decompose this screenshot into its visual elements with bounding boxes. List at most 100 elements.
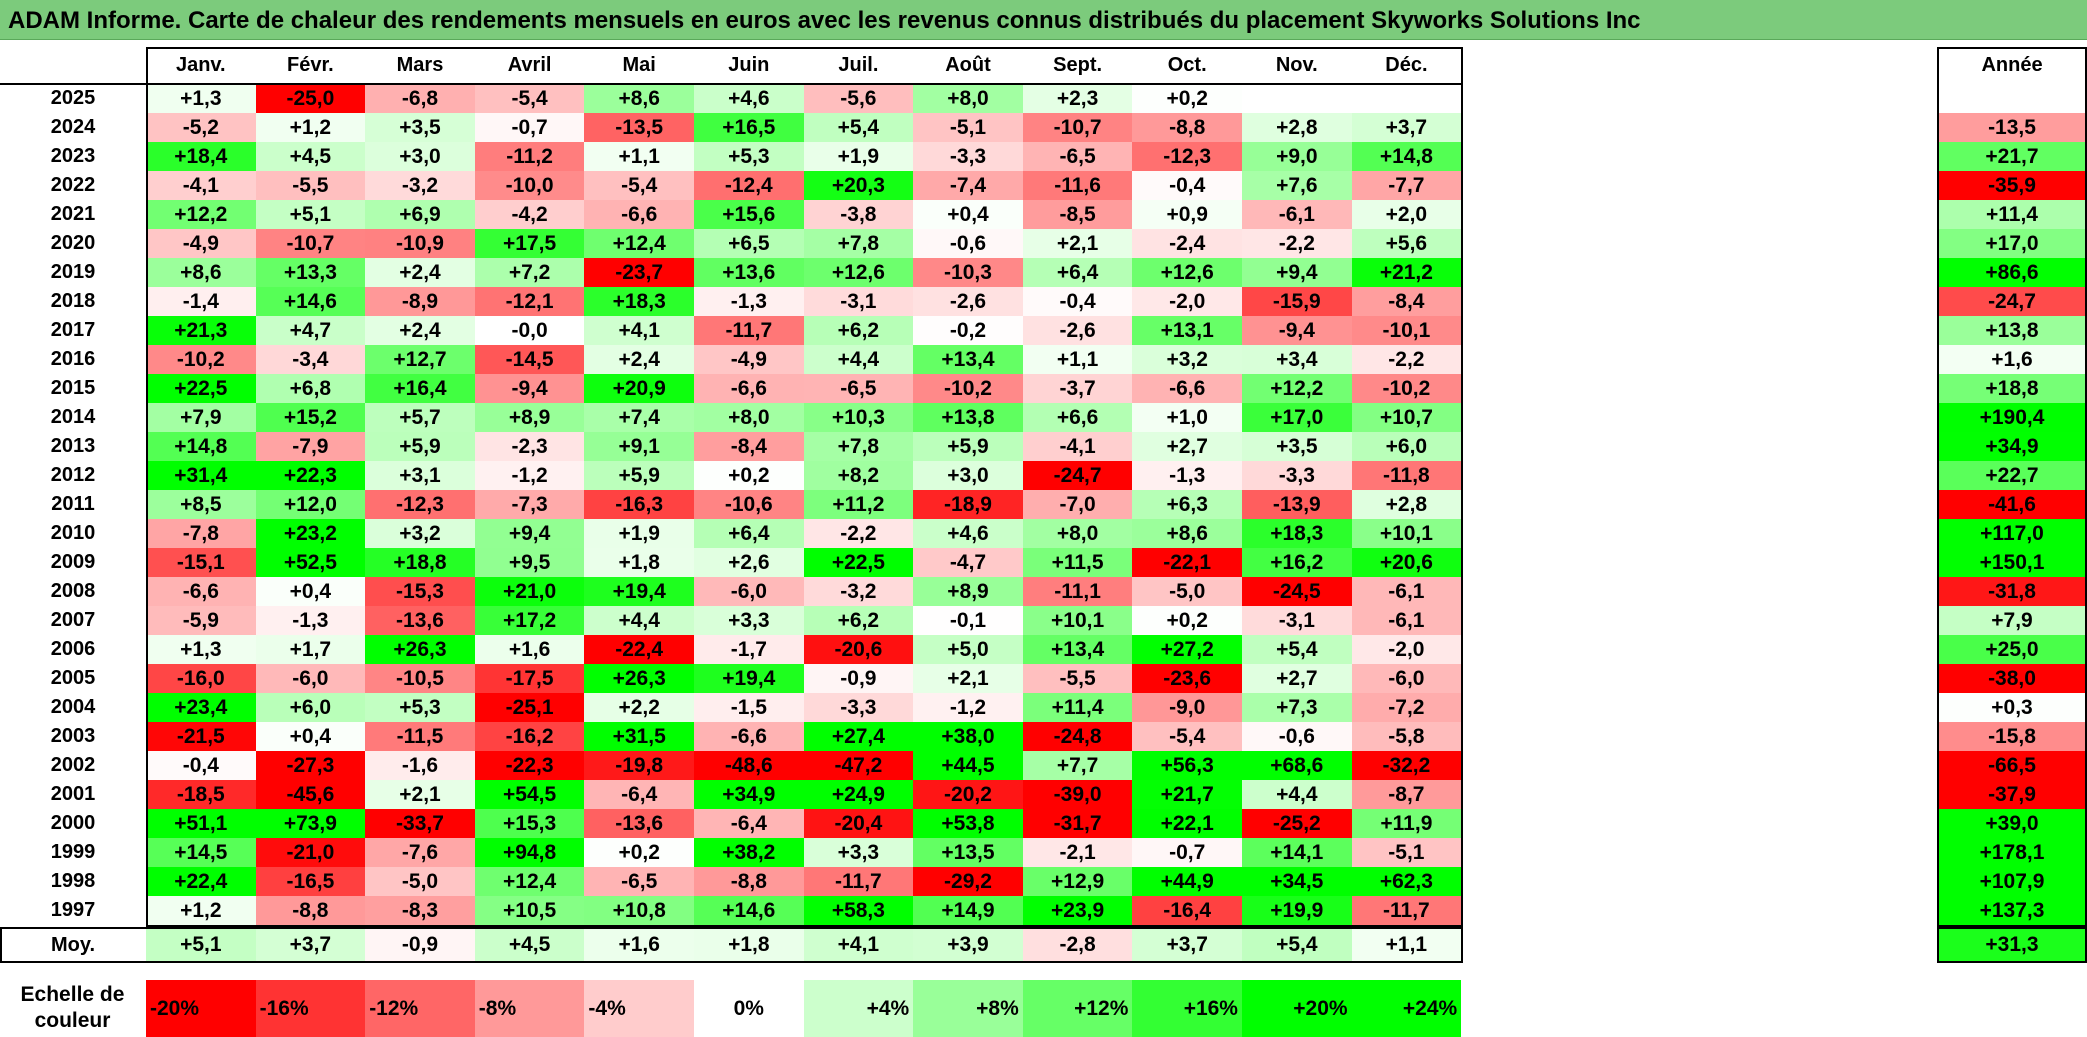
heatmap-cell: +34,9 <box>694 780 804 809</box>
heatmap-cell: +12,7 <box>365 345 475 374</box>
average-cell: +5,1 <box>146 929 256 961</box>
heatmap-cell: +6,9 <box>365 200 475 229</box>
heatmap-cell: +17,5 <box>474 229 585 258</box>
row-year-label: 2016 <box>0 345 146 374</box>
color-scale-stop: +12% <box>1022 980 1133 1037</box>
heatmap-cell: +0,4 <box>255 577 366 606</box>
row-year-label: 2010 <box>0 519 146 548</box>
heatmap-cell: +8,9 <box>474 403 585 432</box>
average-cell: +4,5 <box>474 929 585 961</box>
heatmap-cell: -21,0 <box>255 838 366 867</box>
annual-cell: +25,0 <box>1937 635 2087 664</box>
heatmap-cell: -3,3 <box>913 142 1023 171</box>
heatmap-cell: -11,2 <box>474 142 585 171</box>
heatmap-cell: -11,7 <box>803 867 914 896</box>
annual-cell: +137,3 <box>1937 896 2087 925</box>
average-cell: +3,7 <box>255 929 366 961</box>
annual-cell: +117,0 <box>1937 519 2087 548</box>
heatmap-cell: -3,2 <box>365 171 475 200</box>
heatmap-cell: +20,9 <box>584 374 694 403</box>
heatmap-cell: -10,1 <box>1351 316 1462 345</box>
heatmap-cell: -10,9 <box>365 229 475 258</box>
heatmap-cell: +21,3 <box>146 316 256 345</box>
heatmap-cell: -29,2 <box>913 867 1023 896</box>
heatmap-cell: +4,6 <box>913 519 1023 548</box>
heatmap-cell: +7,2 <box>474 258 585 287</box>
heatmap-cell: +4,1 <box>584 316 694 345</box>
average-cell: +1,6 <box>584 929 694 961</box>
heatmap-cell: +18,8 <box>365 548 475 577</box>
heatmap-cell: +7,8 <box>803 432 914 461</box>
heatmap-cell: +6,3 <box>1132 490 1242 519</box>
heatmap-cell: -2,1 <box>1022 838 1133 867</box>
color-scale-label-line1: Echelle de <box>20 982 125 1006</box>
heatmap-cell: +0,9 <box>1132 200 1242 229</box>
heatmap-cell: -6,1 <box>1351 606 1462 635</box>
heatmap-cell: +2,1 <box>1022 229 1133 258</box>
heatmap-cell: -6,5 <box>803 374 914 403</box>
color-scale-stop: +4% <box>803 980 914 1037</box>
heatmap-cell: -6,4 <box>694 809 804 838</box>
heatmap-cell: +7,8 <box>803 229 914 258</box>
heatmap-cell: +3,0 <box>365 142 475 171</box>
heatmap-cell: +2,1 <box>365 780 475 809</box>
heatmap-cell: -0,4 <box>1132 171 1242 200</box>
average-cell: -2,8 <box>1022 929 1133 961</box>
heatmap-cell: -16,2 <box>474 722 585 751</box>
heatmap-cell: +5,4 <box>1242 635 1352 664</box>
heatmap-cell: +9,4 <box>474 519 585 548</box>
column-header: Oct. <box>1132 47 1242 84</box>
heatmap-cell: +3,1 <box>365 461 475 490</box>
heatmap-cell: +7,9 <box>146 403 256 432</box>
heatmap-cell: +6,4 <box>1022 258 1133 287</box>
heatmap-cell: -5,1 <box>1351 838 1462 867</box>
heatmap-cell: +5,9 <box>913 432 1023 461</box>
heatmap-cell: +15,6 <box>694 200 804 229</box>
color-scale-stop: -4% <box>584 980 694 1037</box>
heatmap-cell: +8,9 <box>913 577 1023 606</box>
heatmap-cell: +53,8 <box>913 809 1023 838</box>
heatmap-cell: -22,3 <box>474 751 585 780</box>
annual-cell: -15,8 <box>1937 722 2087 751</box>
average-cell: +5,4 <box>1242 929 1352 961</box>
row-year-label: 2022 <box>0 171 146 200</box>
heatmap-cell: +52,5 <box>255 548 366 577</box>
heatmap-cell: +7,6 <box>1242 171 1352 200</box>
heatmap-cell: +13,8 <box>913 403 1023 432</box>
heatmap-cell: -1,3 <box>694 287 804 316</box>
heatmap-cell: +1,3 <box>146 635 256 664</box>
color-scale-stop: 0% <box>694 980 804 1037</box>
heatmap-cell: -25,1 <box>474 693 585 722</box>
heatmap-cell: +12,4 <box>584 229 694 258</box>
color-scale-stop: -8% <box>474 980 585 1037</box>
heatmap-cell: -45,6 <box>255 780 366 809</box>
heatmap-cell: -8,5 <box>1022 200 1133 229</box>
heatmap-cell: +8,6 <box>146 258 256 287</box>
color-scale-stop: +8% <box>913 980 1023 1037</box>
heatmap-cell: -10,2 <box>913 374 1023 403</box>
heatmap-cell: -24,5 <box>1242 577 1352 606</box>
heatmap-cell: +2,4 <box>584 345 694 374</box>
heatmap-cell: -19,8 <box>584 751 694 780</box>
row-year-label: 2005 <box>0 664 146 693</box>
heatmap-cell: +15,3 <box>474 809 585 838</box>
heatmap-cell: -3,7 <box>1022 374 1133 403</box>
color-scale-label-line2: couleur <box>34 1008 111 1032</box>
annual-cell: +178,1 <box>1937 838 2087 867</box>
heatmap-cell: +1,2 <box>255 113 366 142</box>
heatmap-cell: -2,0 <box>1351 635 1462 664</box>
heatmap-cell: +18,3 <box>584 287 694 316</box>
heatmap-cell <box>1242 84 1352 113</box>
heatmap-cell: +6,2 <box>803 606 914 635</box>
row-year-label: 1997 <box>0 896 146 925</box>
heatmap-cell: -5,2 <box>146 113 256 142</box>
heatmap-cell: +14,6 <box>694 896 804 925</box>
heatmap-cell: +12,2 <box>146 200 256 229</box>
row-year-label: 2018 <box>0 287 146 316</box>
row-year-label: 2023 <box>0 142 146 171</box>
heatmap-cell: -13,6 <box>584 809 694 838</box>
heatmap-cell: +1,1 <box>584 142 694 171</box>
heatmap-cell: -6,6 <box>146 577 256 606</box>
heatmap-cell: +16,5 <box>694 113 804 142</box>
heatmap-cell: -7,4 <box>913 171 1023 200</box>
